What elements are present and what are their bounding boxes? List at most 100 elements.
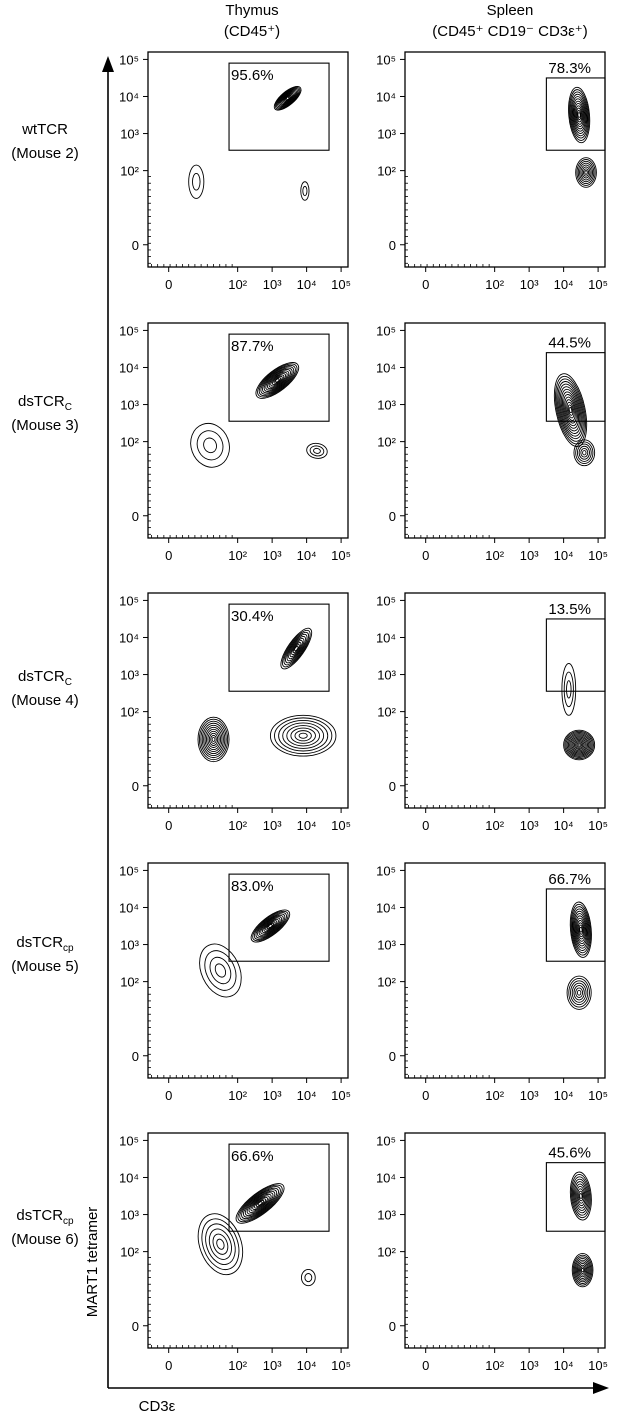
x-tick-label: 0 <box>165 277 172 292</box>
gate-rectangle <box>228 333 330 422</box>
contour-line <box>258 916 283 936</box>
x-tick-label: 10³ <box>263 548 282 563</box>
contour-line <box>309 445 325 457</box>
contour-line <box>246 1192 274 1215</box>
contour-line <box>252 1196 268 1210</box>
contour-line <box>574 913 588 947</box>
contour-line <box>574 1258 591 1283</box>
x-tick-label: 10⁴ <box>297 818 317 833</box>
x-tick-label: 10⁵ <box>331 548 351 563</box>
contour-line <box>571 982 587 1003</box>
plot-frame <box>404 51 606 268</box>
y-tick-label: 10² <box>120 1245 139 1260</box>
contour-group <box>553 373 596 467</box>
row-name-text: dsTCR <box>16 1207 63 1224</box>
y-tick-label: 10³ <box>377 938 396 953</box>
gate-percentage-label: 44.5% <box>548 335 591 352</box>
y-tick-label: 0 <box>389 1319 396 1334</box>
x-tick-label: 10³ <box>520 1088 539 1103</box>
row-mouse: (Mouse 5) <box>11 958 79 975</box>
contour-line <box>192 172 201 191</box>
contour-line <box>279 91 296 106</box>
contour-line <box>274 717 333 755</box>
x-tick-label: 10³ <box>263 277 282 292</box>
contour-line <box>237 1184 283 1223</box>
contour-line <box>207 730 220 748</box>
row-name-text: dsTCR <box>18 393 65 410</box>
contour-line <box>281 92 294 104</box>
x-tick-label: 10⁴ <box>297 1358 317 1373</box>
x-tick-label: 10² <box>228 277 247 292</box>
row-name-text: dsTCR <box>16 934 63 951</box>
contour-line <box>572 738 586 752</box>
y-tick-label: 10² <box>377 435 396 450</box>
y-tick-label: 10² <box>120 975 139 990</box>
contour-line <box>269 714 337 757</box>
gate-percentage-label: 95.6% <box>231 67 274 84</box>
contour-line <box>271 375 283 386</box>
contour-line <box>283 94 292 102</box>
y-tick-label: 10² <box>120 705 139 720</box>
contour-line <box>572 98 586 132</box>
gate-rectangle <box>228 62 330 151</box>
y-axis-arrow-head <box>102 56 114 72</box>
plot-frame <box>404 322 606 539</box>
contour-line <box>197 716 230 763</box>
row-name: dsTCRC <box>18 668 72 688</box>
x-tick-label: 10⁵ <box>588 1088 608 1103</box>
contour-line <box>576 989 582 996</box>
plot-frame <box>147 322 349 539</box>
row-name-subscript: cp <box>63 943 74 954</box>
row-label-5: dsTCRcp (Mouse 6) <box>11 1207 79 1248</box>
plot-frame <box>404 592 606 809</box>
contour-line <box>570 736 588 754</box>
column-subtitle-thymus: (CD45⁺) <box>224 23 280 40</box>
x-tick-label: 10⁴ <box>554 277 574 292</box>
contour-line <box>563 671 574 708</box>
plot-panel-spleen-5: 0 0 10² 10² 10³ 10³ 10⁴ 10⁴ 10⁵ 10⁵ 45.6% <box>376 1132 608 1373</box>
contour-line <box>576 1261 589 1279</box>
column-header-spleen: Spleen (CD45⁺ CD19⁻ CD3ε⁺) <box>432 2 587 40</box>
row-label-2: dsTCRC (Mouse 3) <box>11 393 79 434</box>
x-tick-label: 10² <box>485 1088 504 1103</box>
x-tick-label: 10² <box>228 548 247 563</box>
contour-line <box>200 720 227 759</box>
contour-line <box>208 1228 232 1260</box>
column-header-thymus: Thymus (CD45⁺) <box>224 2 280 40</box>
contour-line <box>254 1198 267 1209</box>
plot-panel-thymus-4: 0 0 10² 10² 10³ 10³ 10⁴ 10⁴ 10⁵ 10⁵ 83.0% <box>119 862 351 1103</box>
contour-line <box>574 1181 588 1211</box>
contour-line <box>313 447 321 454</box>
y-tick-label: 10⁵ <box>119 863 139 878</box>
contour-line <box>268 373 286 388</box>
contour-line <box>567 404 574 416</box>
x-tick-label: 10⁵ <box>588 818 608 833</box>
x-tick-label: 10² <box>485 1358 504 1373</box>
contour-line <box>576 107 583 123</box>
contour-line <box>571 737 587 753</box>
contour-line <box>282 93 293 103</box>
contour-line <box>267 371 288 390</box>
y-tick-label: 0 <box>389 509 396 524</box>
x-tick-label: 10⁵ <box>588 1358 608 1373</box>
contour-line <box>300 181 310 201</box>
contour-line <box>244 1190 276 1217</box>
gate-rectangle <box>545 618 606 692</box>
contour-line <box>239 1186 281 1221</box>
contour-line <box>302 185 308 197</box>
contour-line <box>577 160 595 185</box>
x-tick-label: 10³ <box>520 277 539 292</box>
contour-line <box>575 915 587 945</box>
contour-line <box>278 719 329 752</box>
contour-line <box>280 91 295 105</box>
contour-line <box>196 430 224 461</box>
x-tick-label: 0 <box>165 1358 172 1373</box>
y-tick-label: 10⁵ <box>119 593 139 608</box>
y-tick-label: 10⁴ <box>119 630 139 645</box>
contour-line <box>294 730 312 742</box>
contour-line <box>216 1238 225 1250</box>
row-name: dsTCRcp <box>16 1207 74 1227</box>
y-tick-label: 10⁵ <box>119 52 139 67</box>
x-tick-label: 10⁵ <box>331 277 351 292</box>
y-tick-label: 10⁵ <box>376 52 396 67</box>
